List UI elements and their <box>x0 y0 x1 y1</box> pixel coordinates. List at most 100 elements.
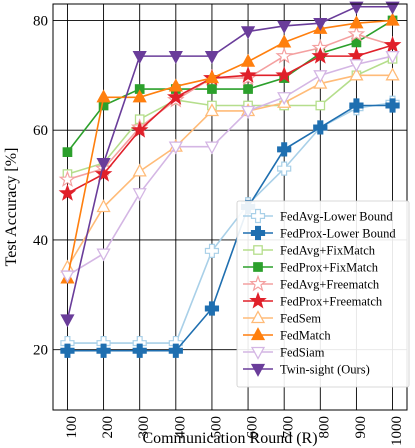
legend-marker <box>249 274 267 292</box>
data-point <box>239 66 257 83</box>
data-point <box>96 343 111 358</box>
data-point <box>168 343 183 358</box>
legend-marker <box>253 262 263 272</box>
data-point <box>132 343 147 358</box>
data-point <box>383 35 402 53</box>
data-point <box>385 12 400 26</box>
data-point <box>351 37 362 48</box>
legend-marker <box>250 327 266 341</box>
legend-box <box>236 200 410 388</box>
y-axis-title: Test Accuracy [%] <box>3 148 20 267</box>
data-point <box>385 1 400 15</box>
legend-marker <box>250 346 266 360</box>
x-tick-label: 100 <box>64 416 80 439</box>
series-fedavg-fixmatch <box>62 54 398 179</box>
x-tick-label: 1000 <box>389 416 405 446</box>
data-point <box>58 170 77 188</box>
series-fedprox-lower-bound <box>60 98 400 358</box>
data-point <box>130 120 149 138</box>
data-point <box>349 15 364 29</box>
data-point <box>96 199 111 213</box>
x-tick-label: 600 <box>244 416 260 439</box>
data-point <box>204 141 220 155</box>
data-point <box>243 84 253 94</box>
y-tick-label: 40 <box>33 233 48 249</box>
legend-label: FedMatch <box>280 329 331 343</box>
data-point <box>277 92 292 106</box>
data-point <box>311 46 330 64</box>
data-point <box>385 67 400 81</box>
legend-label: FedProx-Lower Bound <box>280 227 396 241</box>
data-point <box>277 20 292 34</box>
legend-label: FedAvg+Freematch <box>280 278 380 292</box>
data-point <box>313 120 328 135</box>
data-point <box>240 53 256 67</box>
data-point <box>349 59 364 73</box>
x-tick-label: 700 <box>281 416 297 439</box>
series-line <box>66 19 393 279</box>
data-point <box>313 18 328 32</box>
data-point <box>132 50 147 64</box>
data-point <box>167 88 185 105</box>
legend-label: FedAvg+FixMatch <box>280 244 376 258</box>
data-point <box>277 142 292 157</box>
legend-item: FedAvg-Lower Bound <box>243 208 393 224</box>
series-fedprox-freematch <box>58 35 402 201</box>
series-twin-sight-ours <box>60 1 400 328</box>
legend-marker <box>250 310 266 324</box>
data-point <box>347 24 366 42</box>
data-point <box>132 89 147 103</box>
y-tick-labels: 20 40 60 80 <box>33 13 48 358</box>
y-tick-label: 80 <box>33 13 48 29</box>
data-point <box>168 78 183 92</box>
x-axis-title: Communication Round (R) <box>142 430 317 447</box>
data-point <box>96 89 111 103</box>
x-tick-label: 300 <box>136 416 152 439</box>
series-line <box>67 104 393 352</box>
data-point <box>168 141 183 155</box>
legend-item: FedAvg+FixMatch <box>243 244 376 258</box>
series-line <box>67 44 393 194</box>
series-line <box>67 55 393 277</box>
data-point <box>385 98 400 113</box>
series-line <box>67 58 393 175</box>
legend: FedAvg-Lower Bound FedProx-Lower Bound Fed… <box>236 200 410 388</box>
data-point <box>94 164 113 182</box>
legend-marker <box>249 291 267 309</box>
legend-marker <box>250 225 266 241</box>
data-point <box>60 259 75 273</box>
data-point <box>275 66 293 83</box>
y-tick-label: 60 <box>33 123 48 139</box>
legend-label: FedProx+FixMatch <box>280 261 379 275</box>
data-point <box>240 26 256 40</box>
legend-item: FedSem <box>243 310 321 326</box>
data-point <box>349 1 364 15</box>
legend-marker <box>250 363 266 377</box>
legend-item: FedProx-Lower Bound <box>243 225 396 241</box>
series-fedmatch <box>60 12 400 284</box>
data-point <box>349 98 364 113</box>
data-point <box>96 248 111 262</box>
data-point <box>277 161 292 176</box>
legend-marker <box>250 208 266 224</box>
series-line <box>66 74 393 268</box>
data-point <box>315 100 326 111</box>
data-point <box>275 46 293 64</box>
legend-item: FedMatch <box>243 327 331 343</box>
legend-label: FedAvg-Lower Bound <box>280 210 393 224</box>
data-point <box>204 243 220 258</box>
x-tick-label: 400 <box>172 416 188 439</box>
y-tick-label: 20 <box>33 343 48 359</box>
data-point <box>240 105 256 119</box>
legend-label: FedSiam <box>280 346 325 360</box>
data-point <box>204 103 220 117</box>
data-point <box>313 70 328 84</box>
legend-item: FedProx+Freematch <box>243 291 383 309</box>
data-point <box>204 70 220 84</box>
legend-label: FedSem <box>280 312 321 326</box>
x-tick-label: 500 <box>208 416 224 439</box>
series-line <box>67 101 393 344</box>
data-point <box>207 84 217 94</box>
x-tick-label: 800 <box>317 416 333 439</box>
